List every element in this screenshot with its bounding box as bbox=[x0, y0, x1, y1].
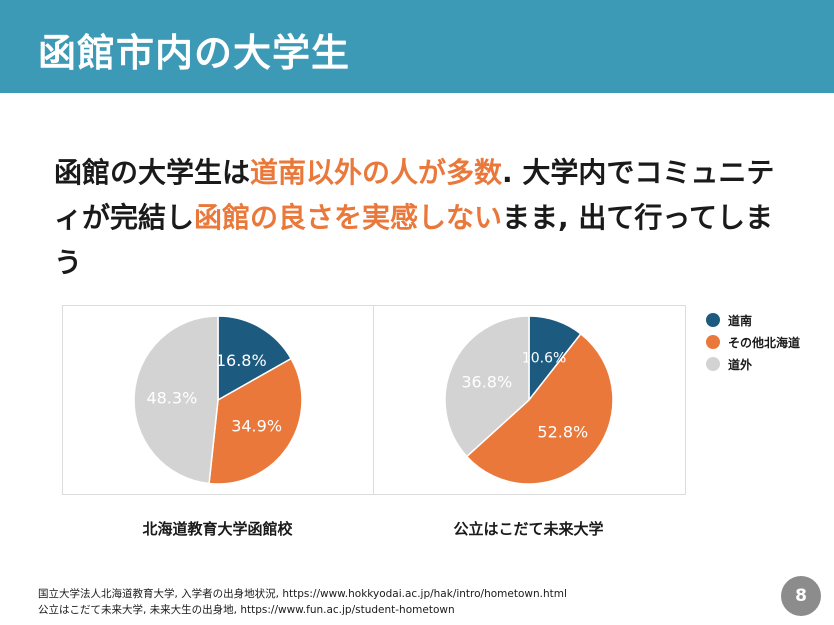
pie-slice bbox=[217, 315, 293, 402]
legend-label: 道南 bbox=[728, 314, 753, 328]
legend-swatch bbox=[706, 357, 720, 371]
headline-highlight-2: 函館の良さを実感しない bbox=[194, 201, 503, 234]
slide-header: 函館市内の大学生 bbox=[0, 0, 834, 93]
pie-slice bbox=[465, 332, 614, 485]
pie-chart-hokkyodai: 16.8% 34.9% 48.3% bbox=[62, 305, 375, 495]
pie-chart-fun: 10.6% 52.8% 36.8% bbox=[373, 305, 686, 495]
source-citations: 国立大学法人北海道教育大学, 入学者の出身地状況, https://www.ho… bbox=[38, 586, 567, 618]
source-line: 国立大学法人北海道教育大学, 入学者の出身地状況, https://www.ho… bbox=[38, 588, 567, 600]
pie-slice-label: 36.8% bbox=[461, 372, 512, 391]
source-line: 公立はこだて未来大学, 未来大生の出身地, https://www.fun.ac… bbox=[38, 604, 455, 616]
page-number-badge: 8 bbox=[781, 576, 821, 616]
slide-title: 函館市内の大学生 bbox=[38, 31, 351, 75]
pie-chart-svg: 16.8% 34.9% 48.3% bbox=[133, 315, 303, 485]
pie-slice-label: 10.6% bbox=[522, 350, 566, 366]
pie-slice bbox=[133, 315, 219, 485]
headline: 函館の大学生は道南以外の人が多数. 大学内でコミュニティが完結し函館の良さを実感… bbox=[54, 150, 784, 285]
pie-slice-label: 34.9% bbox=[231, 416, 282, 435]
legend-label: その他北海道 bbox=[728, 336, 801, 350]
pie-slice bbox=[444, 315, 530, 458]
headline-text-2: . 大学内でコミュニティが完結し bbox=[54, 156, 775, 234]
headline-text-3: まま, 出て行ってしまう bbox=[54, 201, 774, 279]
headline-highlight-1: 道南以外の人が多数 bbox=[250, 156, 503, 189]
legend-swatch bbox=[706, 313, 720, 327]
chart-caption-hokkyodai: 北海道教育大学函館校 bbox=[142, 520, 293, 538]
legend-label: 道外 bbox=[728, 358, 753, 372]
pie-slice-label: 48.3% bbox=[146, 389, 197, 408]
legend-swatch bbox=[706, 335, 720, 349]
pie-chart-svg: 10.6% 52.8% 36.8% bbox=[444, 315, 614, 485]
pie-slice bbox=[208, 357, 303, 485]
headline-text-1: 函館の大学生は bbox=[54, 156, 251, 189]
chart-caption-fun: 公立はこだて未来大学 bbox=[453, 520, 604, 538]
pie-slice-label: 52.8% bbox=[537, 422, 588, 441]
pie-slice-label: 16.8% bbox=[216, 351, 267, 370]
